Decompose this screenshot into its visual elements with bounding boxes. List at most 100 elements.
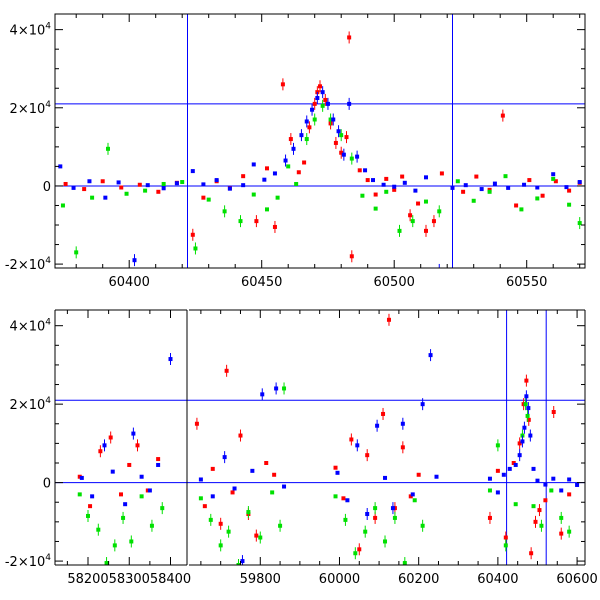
- data-point: [567, 529, 572, 534]
- data-point: [112, 543, 117, 548]
- y-tick-label: 0: [43, 477, 51, 492]
- data-point: [420, 523, 425, 528]
- data-point: [402, 561, 407, 565]
- data-point: [559, 531, 564, 536]
- data-point: [517, 453, 522, 458]
- data-point: [145, 488, 150, 493]
- data-point: [347, 101, 352, 106]
- data-point: [116, 180, 121, 185]
- data-point: [190, 232, 195, 237]
- data-point: [531, 466, 536, 471]
- bottom-panel: 58200 58300 58400 59800 60000 60200 60400 60600…: [5, 309, 598, 587]
- data-point: [102, 443, 107, 448]
- data-point: [100, 179, 105, 184]
- data-point: [210, 466, 215, 471]
- data-point: [275, 195, 280, 200]
- data-point: [226, 529, 231, 534]
- data-point: [373, 515, 378, 520]
- data-point: [283, 158, 288, 163]
- data-point: [537, 508, 542, 513]
- x-tick-label: 60400: [109, 275, 150, 290]
- x-tick-label: 60000: [319, 572, 360, 587]
- data-point: [86, 513, 90, 518]
- data-point: [246, 510, 251, 515]
- data-point: [145, 183, 150, 188]
- data-point: [392, 184, 397, 189]
- data-point: [479, 187, 484, 192]
- data-point: [402, 180, 407, 185]
- data-point: [304, 119, 309, 124]
- data-point: [254, 219, 259, 224]
- data-point: [513, 462, 518, 467]
- data-point: [214, 178, 219, 183]
- series-2-points: [79, 349, 580, 565]
- data-point: [495, 490, 500, 495]
- series-0-points: [63, 31, 582, 263]
- data-point: [551, 176, 556, 181]
- data-point: [282, 484, 287, 489]
- data-point: [103, 195, 108, 200]
- data-point: [339, 133, 344, 138]
- data-point: [363, 529, 368, 534]
- series-1-points: [60, 99, 582, 259]
- data-point: [333, 465, 338, 470]
- data-point: [77, 492, 82, 497]
- data-point: [139, 474, 144, 479]
- data-point: [58, 164, 63, 169]
- series-1-points: [77, 382, 572, 565]
- x-tick-label: 60450: [241, 275, 282, 290]
- data-point: [333, 140, 338, 145]
- data-point: [312, 101, 317, 106]
- data-point: [98, 449, 103, 454]
- data-point: [331, 117, 336, 122]
- data-point: [139, 494, 144, 499]
- data-point: [540, 193, 545, 198]
- data-point: [222, 209, 227, 214]
- data-point: [384, 189, 389, 194]
- data-point: [174, 181, 179, 186]
- data-point: [280, 82, 285, 87]
- data-point: [474, 174, 479, 179]
- data-point: [236, 563, 241, 565]
- data-point: [168, 357, 173, 362]
- data-point: [523, 402, 528, 407]
- data-point: [549, 488, 554, 493]
- data-point: [492, 181, 497, 186]
- data-point: [424, 199, 428, 204]
- data-point: [123, 502, 128, 507]
- series-0-points: [77, 313, 572, 560]
- data-point: [232, 486, 237, 491]
- data-point: [384, 176, 389, 181]
- data-point: [375, 423, 380, 428]
- y-tick-label: -2×104: [5, 256, 51, 273]
- data-point: [487, 488, 492, 493]
- data-point: [71, 185, 76, 190]
- data-point: [431, 219, 436, 224]
- data-point: [383, 539, 388, 544]
- data-point: [553, 179, 558, 184]
- y-tick-label: 0: [43, 180, 51, 195]
- data-point: [567, 477, 572, 482]
- data-point: [371, 178, 375, 183]
- data-point: [543, 482, 548, 487]
- data-point: [251, 192, 256, 197]
- x-tick-label: 58400: [150, 572, 191, 587]
- data-point: [132, 258, 137, 263]
- data-point: [264, 461, 269, 465]
- data-point: [412, 498, 417, 503]
- data-point: [559, 515, 564, 520]
- data-point: [227, 186, 232, 191]
- data-point: [333, 494, 338, 499]
- data-point: [129, 539, 134, 544]
- data-point: [390, 506, 395, 511]
- data-point: [238, 219, 243, 224]
- data-point: [238, 433, 243, 438]
- data-point: [410, 219, 415, 224]
- data-point: [397, 228, 402, 233]
- y-tick-label: -2×104: [5, 553, 51, 570]
- data-point: [526, 406, 531, 411]
- data-point: [104, 561, 109, 565]
- data-point: [335, 470, 340, 475]
- data-point: [272, 472, 277, 477]
